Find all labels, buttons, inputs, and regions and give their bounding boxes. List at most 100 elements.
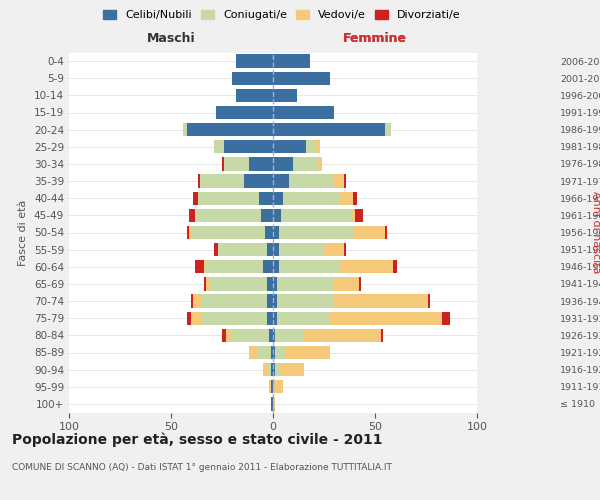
- Bar: [324, 243, 344, 256]
- Bar: [203, 277, 206, 290]
- Bar: [267, 363, 271, 376]
- Bar: [263, 363, 267, 376]
- Text: COMUNE DI SCANNO (AQ) - Dati ISTAT 1° gennaio 2011 - Elaborazione TUTTITALIA.IT: COMUNE DI SCANNO (AQ) - Dati ISTAT 1° ge…: [12, 462, 392, 471]
- Bar: [344, 174, 346, 188]
- Bar: [232, 328, 269, 342]
- Bar: [273, 174, 289, 188]
- Bar: [191, 294, 193, 308]
- Bar: [353, 192, 356, 205]
- Legend: Celibi/Nubili, Coniugati/e, Vedovi/e, Divorziati/e: Celibi/Nubili, Coniugati/e, Vedovi/e, Di…: [99, 6, 465, 25]
- Bar: [355, 208, 363, 222]
- Bar: [196, 208, 261, 222]
- Bar: [293, 157, 318, 170]
- Bar: [353, 226, 385, 239]
- Bar: [214, 243, 218, 256]
- Bar: [236, 88, 273, 102]
- Bar: [273, 192, 283, 205]
- Bar: [190, 208, 196, 222]
- Bar: [224, 140, 273, 153]
- Bar: [273, 226, 279, 239]
- Bar: [222, 328, 226, 342]
- Bar: [222, 157, 224, 170]
- Bar: [236, 54, 273, 68]
- Bar: [273, 260, 279, 274]
- Bar: [202, 294, 267, 308]
- Bar: [203, 260, 206, 274]
- Bar: [394, 260, 397, 274]
- Bar: [197, 192, 259, 205]
- Bar: [316, 140, 320, 153]
- Bar: [279, 363, 304, 376]
- Bar: [248, 157, 273, 170]
- Bar: [193, 192, 197, 205]
- Bar: [273, 88, 298, 102]
- Bar: [279, 226, 353, 239]
- Bar: [334, 277, 359, 290]
- Bar: [273, 140, 305, 153]
- Bar: [273, 380, 283, 394]
- Bar: [273, 243, 279, 256]
- Bar: [248, 346, 257, 359]
- Bar: [244, 174, 273, 188]
- Bar: [226, 328, 232, 342]
- Text: Anni di nascita: Anni di nascita: [591, 191, 600, 274]
- Bar: [385, 123, 391, 136]
- Bar: [190, 226, 191, 239]
- Bar: [210, 277, 267, 290]
- Bar: [267, 294, 273, 308]
- Bar: [344, 243, 346, 256]
- Bar: [277, 312, 330, 325]
- Bar: [318, 157, 322, 170]
- Bar: [202, 312, 267, 325]
- Bar: [273, 397, 275, 410]
- Bar: [216, 106, 273, 119]
- Bar: [257, 346, 271, 359]
- Bar: [259, 192, 273, 205]
- Bar: [277, 294, 334, 308]
- Bar: [273, 208, 281, 222]
- Bar: [206, 277, 210, 290]
- Bar: [187, 123, 273, 136]
- Bar: [273, 72, 330, 85]
- Bar: [273, 157, 293, 170]
- Bar: [183, 123, 187, 136]
- Text: Maschi: Maschi: [146, 32, 196, 46]
- Bar: [193, 294, 202, 308]
- Bar: [279, 243, 324, 256]
- Bar: [273, 123, 385, 136]
- Bar: [283, 192, 340, 205]
- Bar: [334, 174, 344, 188]
- Bar: [191, 226, 265, 239]
- Bar: [232, 72, 273, 85]
- Text: Popolazione per età, sesso e stato civile - 2011: Popolazione per età, sesso e stato civil…: [12, 432, 383, 447]
- Bar: [381, 328, 383, 342]
- Bar: [265, 226, 273, 239]
- Bar: [273, 106, 334, 119]
- Bar: [385, 226, 387, 239]
- Bar: [275, 328, 304, 342]
- Bar: [277, 277, 334, 290]
- Bar: [275, 363, 279, 376]
- Bar: [196, 260, 203, 274]
- Bar: [267, 243, 273, 256]
- Bar: [273, 294, 277, 308]
- Bar: [187, 226, 190, 239]
- Text: Femmine: Femmine: [343, 32, 407, 46]
- Bar: [340, 260, 394, 274]
- Bar: [206, 260, 263, 274]
- Bar: [261, 208, 273, 222]
- Bar: [200, 174, 244, 188]
- Bar: [279, 260, 340, 274]
- Bar: [267, 312, 273, 325]
- Bar: [267, 277, 273, 290]
- Bar: [330, 312, 442, 325]
- Bar: [218, 243, 267, 256]
- Bar: [273, 277, 277, 290]
- Bar: [269, 380, 271, 394]
- Bar: [359, 277, 361, 290]
- Text: Femmine: Femmine: [343, 32, 407, 46]
- Bar: [305, 140, 316, 153]
- Bar: [273, 346, 275, 359]
- Bar: [224, 157, 248, 170]
- Bar: [350, 208, 355, 222]
